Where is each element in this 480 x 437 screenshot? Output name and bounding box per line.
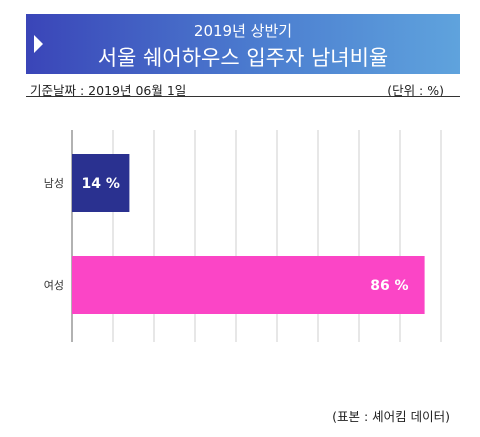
source-note: (표본 : 셰어킴 데이터)	[332, 409, 450, 424]
title-banner: 2019년 상반기 서울 쉐어하우스 입주자 남녀비율	[26, 14, 460, 74]
banner-notch	[34, 35, 43, 53]
unit-label: (단위 : %)	[387, 83, 444, 98]
date-label: 기준날짜 : 2019년 06월 1일	[30, 83, 187, 98]
header-rule	[26, 96, 460, 97]
chart-title: 서울 쉐어하우스 입주자 남녀비율	[97, 46, 389, 70]
category-label: 남성	[44, 177, 64, 190]
bar-female	[72, 256, 425, 314]
data-label: 14 %	[82, 176, 120, 192]
chart-subtitle: 2019년 상반기	[193, 22, 293, 40]
data-label: 86 %	[370, 278, 408, 294]
bar-male	[72, 154, 130, 212]
category-label: 여성	[44, 279, 64, 292]
